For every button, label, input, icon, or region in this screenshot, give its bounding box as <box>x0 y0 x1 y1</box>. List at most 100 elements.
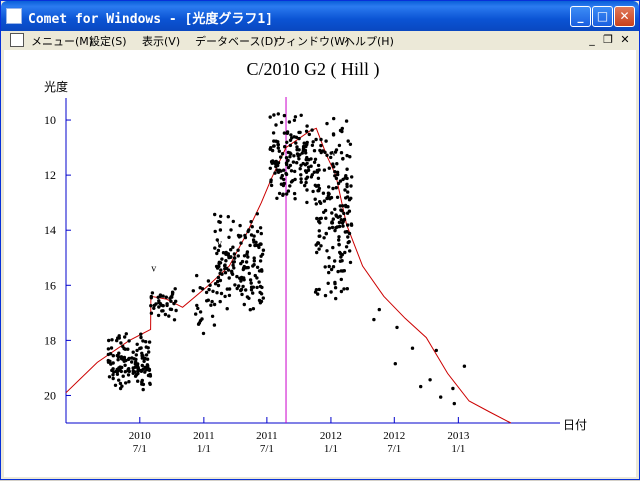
observation-point <box>249 285 254 289</box>
observation-point <box>277 149 281 153</box>
observation-point <box>207 287 211 292</box>
observation-point <box>319 201 323 205</box>
observation-point <box>333 282 337 286</box>
observation-point <box>314 184 319 188</box>
observation-point <box>345 230 349 234</box>
observation-point <box>212 302 217 307</box>
observation-point <box>127 380 131 384</box>
window-title: Comet for Windows - [光度グラフ1] <box>28 12 274 27</box>
y-tick-label: 10 <box>44 113 56 127</box>
observation-point <box>288 155 292 159</box>
observation-point <box>149 294 153 299</box>
observation-point <box>303 183 307 188</box>
observation-point <box>284 161 289 165</box>
observation-point <box>260 269 264 273</box>
x-tick-date: 1/1 <box>197 443 211 455</box>
observation-point <box>123 363 127 367</box>
menu-database[interactable]: データベース(D) <box>195 35 278 48</box>
predicted-curve <box>65 127 512 424</box>
observation-point <box>305 142 309 147</box>
observation-point <box>334 296 338 301</box>
observation-point <box>246 265 250 270</box>
observation-point <box>249 281 253 285</box>
x-axis-label: 日付 <box>563 418 587 432</box>
observation-point <box>337 143 342 148</box>
observation-point <box>314 202 318 206</box>
observation-point <box>115 353 120 358</box>
observation-point <box>223 267 227 271</box>
observation-point <box>334 176 339 181</box>
observation-point <box>252 234 256 238</box>
observation-point <box>288 184 292 188</box>
mdi-minimize-button[interactable]: _ <box>589 33 595 46</box>
observation-point <box>227 276 231 280</box>
observation-point <box>213 229 217 234</box>
observation-point <box>274 164 278 169</box>
observation-point <box>319 143 323 148</box>
observation-point <box>214 264 219 269</box>
observation-point <box>210 299 214 304</box>
observation-point <box>345 211 350 215</box>
observation-point <box>348 249 352 253</box>
observation-point <box>227 235 231 239</box>
observation-point <box>288 151 292 155</box>
observation-point <box>313 197 317 201</box>
menu-help[interactable]: ヘルプ(H) <box>344 35 394 48</box>
observation-point <box>242 264 246 269</box>
observation-point <box>208 283 212 287</box>
observation-point <box>291 160 296 164</box>
observation-point <box>332 116 336 121</box>
observation-point <box>330 225 335 230</box>
menu-settings[interactable]: 設定(S) <box>89 35 127 48</box>
observation-point <box>268 115 272 119</box>
observation-point <box>169 307 174 312</box>
observation-point <box>329 267 334 272</box>
menu-view[interactable]: 表示(V) <box>142 35 181 48</box>
observation-point <box>124 381 128 385</box>
mdi-close-button[interactable]: ✕ <box>620 33 630 46</box>
document-icon[interactable] <box>10 33 24 47</box>
observation-point <box>317 247 321 251</box>
observation-point <box>304 177 308 181</box>
observation-point <box>307 132 311 137</box>
observation-point <box>231 219 235 224</box>
observation-point <box>229 248 233 252</box>
mdi-restore-button[interactable]: ❐ <box>603 33 613 46</box>
observation-point <box>146 366 150 370</box>
observation-point <box>333 228 337 233</box>
observation-point <box>347 198 352 202</box>
observation-point <box>321 191 326 195</box>
minimize-button[interactable]: _ <box>570 6 591 27</box>
observation-point <box>258 290 262 295</box>
close-button[interactable]: ✕ <box>614 6 635 27</box>
observation-point <box>144 345 148 349</box>
observation-point <box>344 245 349 249</box>
observation-point <box>337 224 342 229</box>
observation-point <box>329 155 333 160</box>
observation-point <box>273 160 278 164</box>
observation-point <box>147 368 152 372</box>
observation-point <box>218 244 222 248</box>
observation-point <box>279 155 283 159</box>
observation-point <box>172 318 177 322</box>
observation-point <box>156 313 161 318</box>
observation-point <box>136 379 140 383</box>
menu-window[interactable]: ウィンドウ(W) <box>275 35 350 48</box>
observation-point <box>239 241 243 245</box>
comet-app-icon[interactable] <box>6 8 22 24</box>
observation-point <box>111 354 116 358</box>
observation-point <box>158 293 163 297</box>
maximize-button[interactable]: □ <box>592 6 613 27</box>
menu-menu[interactable]: メニュー(M) <box>31 35 94 48</box>
observation-point <box>163 312 168 317</box>
observation-point <box>310 128 314 132</box>
observation-point <box>225 287 229 291</box>
observation-point <box>218 278 223 283</box>
observation-point <box>120 384 124 388</box>
observation-point <box>331 162 335 166</box>
observation-point <box>337 243 341 247</box>
observation-point <box>348 260 353 265</box>
title-bar[interactable]: Comet for Windows - [光度グラフ1] _ □ ✕ <box>1 1 639 31</box>
observation-point <box>215 238 219 242</box>
observation-point <box>215 251 219 256</box>
